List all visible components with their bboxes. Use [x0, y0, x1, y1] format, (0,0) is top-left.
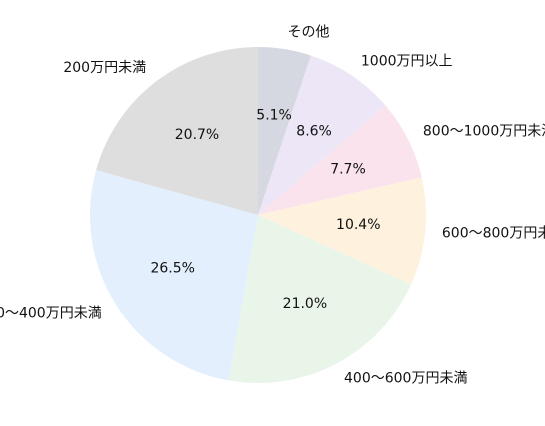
slice-percent-label: 10.4% [336, 217, 380, 233]
pie-slice [228, 215, 411, 384]
pie-slice [258, 177, 427, 285]
pie-slice [258, 47, 311, 215]
slice-percent-label: 5.1% [256, 108, 292, 124]
slice-category-label: 1000万円以上 [361, 54, 453, 70]
pie-slice [89, 170, 258, 381]
slice-category-label: その他 [288, 25, 330, 41]
slice-percent-label: 7.7% [330, 162, 366, 178]
slice-percent-label: 8.6% [296, 123, 332, 139]
slice-percent-label: 20.7% [175, 127, 219, 143]
slice-percent-label: 26.5% [150, 261, 194, 277]
pie-slice [258, 105, 422, 215]
slice-percent-label: 21.0% [283, 296, 327, 312]
slice-category-label: 200～400万円未満 [0, 306, 102, 322]
slice-category-label: 600～800万円未満 [442, 226, 545, 242]
pie-slice [258, 55, 386, 215]
slice-category-label: 200万円未満 [63, 60, 146, 76]
slice-category-label: 800～1000万円未満 [423, 124, 545, 140]
slice-category-label: 400～600万円未満 [344, 371, 467, 387]
pie-slice [96, 47, 258, 215]
